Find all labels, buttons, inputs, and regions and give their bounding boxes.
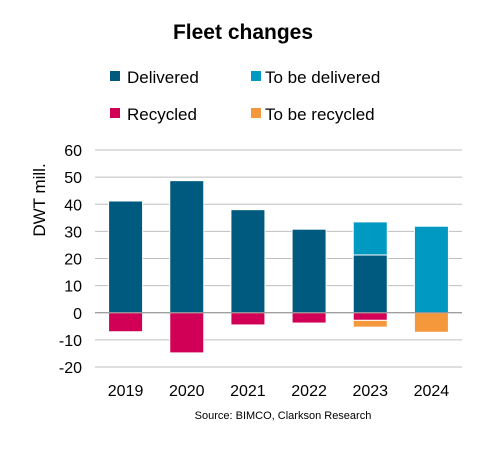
x-axis-ticks: 2019 2020 2021 2022 2023 2024 [108,383,450,400]
x-tick-label: 2020 [169,383,205,400]
y-tick-label: 50 [64,170,82,187]
legend-swatch-delivered [110,71,120,81]
legend-label-delivered: Delivered [127,68,199,87]
bar-recycled-2020 [169,312,205,354]
legend-swatch-to-be-recycled [251,108,261,118]
bar-recycled-2021 [230,312,266,326]
bar-to-be-delivered-2023 [352,221,388,256]
legend-swatch-recycled [110,108,120,118]
bars [108,180,449,354]
y-axis-label: DWT mill. [30,163,49,236]
bar-recycled-2019 [108,312,144,333]
legend-label-to-be-recycled: To be recycled [265,105,375,124]
y-tick-label: 60 [64,143,82,160]
legend: Delivered To be delivered Recycled To be… [110,68,380,124]
bar-delivered-2023 [352,254,388,314]
legend-swatch-to-be-delivered [251,71,261,81]
chart-title: Fleet changes [173,21,313,44]
y-tick-label: 30 [64,224,82,241]
y-tick-label: 40 [64,197,82,214]
bar-delivered-2021 [230,209,266,314]
legend-label-to-be-delivered: To be delivered [265,68,380,87]
bar-delivered-2019 [108,200,144,314]
bar-delivered-2022 [291,228,327,314]
y-tick-label: -20 [59,360,82,377]
bar-recycled-2023 [352,312,388,321]
x-tick-label: 2021 [230,383,266,400]
bar-delivered-2020 [169,180,205,314]
bar-to-be-recycled-2024 [413,312,449,333]
x-tick-label: 2022 [291,383,327,400]
bar-to-be-recycled-2023 [352,319,388,328]
y-axis-ticks: 60 50 40 30 20 10 0 -10 -20 [59,143,82,377]
y-tick-label: 10 [64,279,82,296]
x-tick-label: 2023 [352,383,388,400]
bar-recycled-2022 [291,312,327,324]
bar-to-be-delivered-2024 [413,225,449,314]
legend-label-recycled: Recycled [127,105,197,124]
x-tick-label: 2024 [414,383,450,400]
y-tick-label: 20 [64,252,82,269]
gridlines [95,149,462,368]
y-tick-label: -10 [59,333,82,350]
y-tick-label: 0 [73,306,82,323]
x-tick-label: 2019 [108,383,144,400]
source-note: Source: BIMCO, Clarkson Research [195,410,372,422]
